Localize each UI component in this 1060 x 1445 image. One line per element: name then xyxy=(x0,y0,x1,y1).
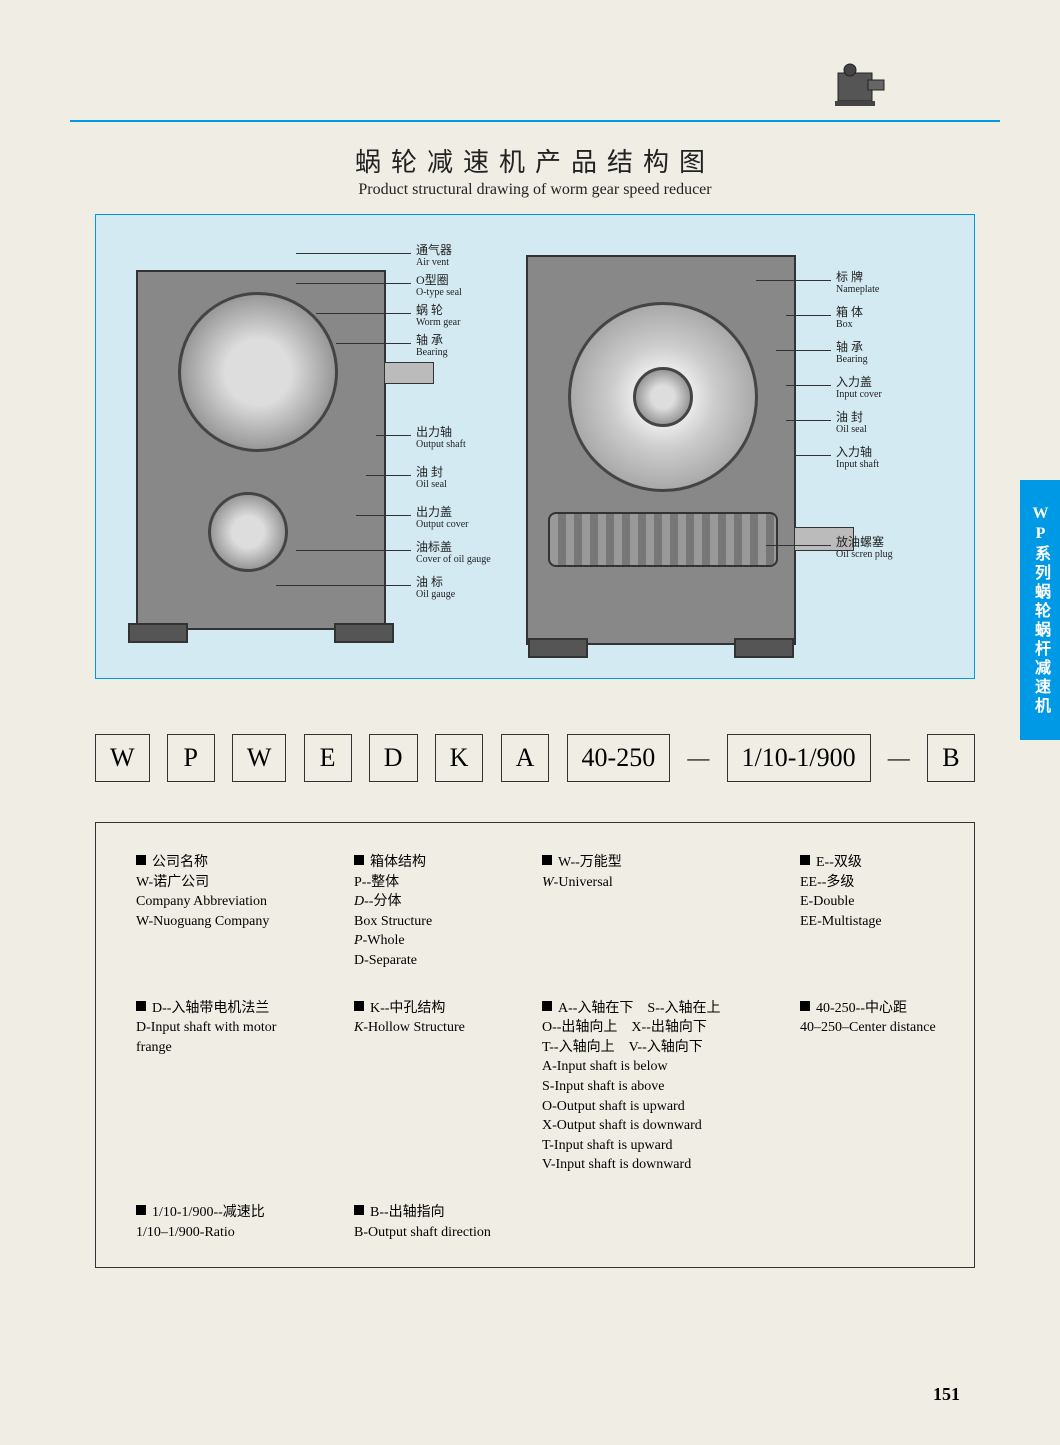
page-number: 151 xyxy=(933,1384,960,1405)
structural-diagram: 通气器Air vent O型圈O-type seal 蜗 轮Worm gear … xyxy=(95,214,975,679)
product-icon xyxy=(830,58,890,108)
callout: O型圈O-type seal xyxy=(416,273,462,299)
code-box: K xyxy=(435,734,484,782)
model-code-row: W P W E D K A 40-250 — 1/10-1/900 — B xyxy=(95,734,975,782)
dash: — xyxy=(888,745,910,771)
legend-item: 公司名称W-诺广公司Company AbbreviationW-Nuoguang… xyxy=(136,853,336,971)
header-rule xyxy=(70,120,1000,122)
legend-item: W--万能型W-Universal xyxy=(542,853,782,971)
legend-item: K--中孔结构K-Hollow Structure xyxy=(354,999,524,1175)
callout: 轴 承Bearing xyxy=(416,333,448,359)
page-title: 蜗轮减速机产品结构图 Product structural drawing of… xyxy=(70,142,1000,199)
code-box: 1/10-1/900 xyxy=(727,734,871,782)
callout: 通气器Air vent xyxy=(416,243,452,269)
code-box: P xyxy=(167,734,215,782)
legend-item: E--双级EE--多级E-DoubleEE-Multistage xyxy=(800,853,980,971)
callout: 油 封Oil seal xyxy=(416,465,447,491)
legend-item: A--入轴在下 S--入轴在上O--出轴向上 X--出轴向下T--入轴向上 V-… xyxy=(542,999,782,1175)
callout: 标 牌Nameplate xyxy=(836,270,879,296)
code-box: A xyxy=(501,734,550,782)
legend-item xyxy=(542,1203,782,1242)
legend-box: 公司名称W-诺广公司Company AbbreviationW-Nuoguang… xyxy=(95,822,975,1268)
code-box: D xyxy=(369,734,418,782)
code-box: B xyxy=(927,734,975,782)
assembly-right xyxy=(526,255,796,645)
callout: 油 封Oil seal xyxy=(836,410,867,436)
legend-item: 40-250--中心距40–250–Center distance xyxy=(800,999,980,1175)
side-tab: WP系列蜗轮蜗杆减速机 xyxy=(1020,480,1060,740)
callout: 箱 体Box xyxy=(836,305,863,331)
callout: 放油螺塞Oil scren plug xyxy=(836,535,893,561)
title-cn: 蜗轮减速机产品结构图 xyxy=(70,142,1000,179)
code-box: W xyxy=(232,734,287,782)
legend-item: D--入轴带电机法兰D-Input shaft with motorfrange xyxy=(136,999,336,1175)
code-box: E xyxy=(304,734,352,782)
title-en: Product structural drawing of worm gear … xyxy=(70,181,1000,199)
code-box: W xyxy=(95,734,150,782)
code-box: 40-250 xyxy=(567,734,671,782)
legend-item: 箱体结构P--整体D--分体Box StructureP-WholeD-Sepa… xyxy=(354,853,524,971)
callout: 油标盖Cover of oil gauge xyxy=(416,540,491,566)
callout: 出力盖Output cover xyxy=(416,505,469,531)
callout: 入力轴Input shaft xyxy=(836,445,879,471)
legend-item: 1/10-1/900--减速比1/10–1/900-Ratio xyxy=(136,1203,336,1242)
callout: 轴 承Bearing xyxy=(836,340,868,366)
assembly-left xyxy=(136,270,386,630)
legend-item: B--出轴指向B-Output shaft direction xyxy=(354,1203,524,1242)
callout: 出力轴Output shaft xyxy=(416,425,466,451)
dash: — xyxy=(687,745,709,771)
callout: 入力盖Input cover xyxy=(836,375,882,401)
callout: 油 标Oil gauge xyxy=(416,575,455,601)
callout: 蜗 轮Worm gear xyxy=(416,303,460,329)
legend-item xyxy=(800,1203,980,1242)
